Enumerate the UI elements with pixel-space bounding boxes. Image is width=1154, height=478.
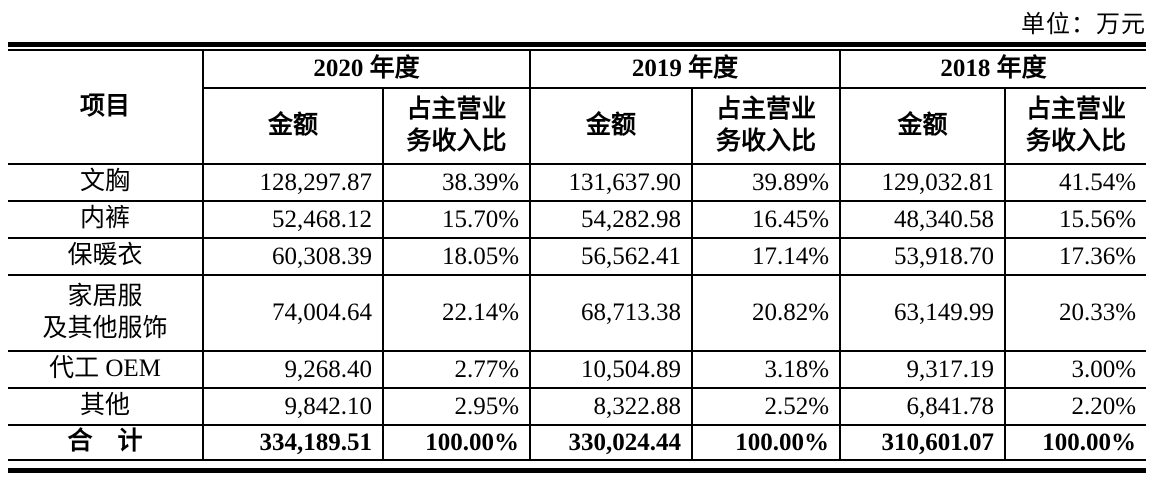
cell-ratio-2018: 17.36% (1004, 237, 1147, 276)
column-header-ratio-2018: 占主营业 务收入比 (1004, 87, 1147, 165)
cell-ratio-2018: 3.00% (1004, 350, 1147, 389)
cell-ratio-2019: 39.89% (691, 163, 842, 202)
column-header-amount-2020: 金额 (203, 87, 384, 165)
column-header-ratio-2020: 占主营业 务收入比 (381, 87, 532, 165)
cell-amount-2019: 54,282.98 (529, 200, 694, 239)
cell-ratio-2018: 20.33% (1004, 274, 1147, 352)
cell-item: 其他 (8, 387, 204, 426)
cell-ratio-2020: 2.77% (381, 350, 532, 389)
cell-amount-2018: 129,032.81 (839, 163, 1007, 202)
table-row-oem: 代工 OEM 9,268.40 2.77% 10,504.89 3.18% 9,… (8, 350, 1147, 389)
cell-amount-2019: 8,322.88 (529, 387, 694, 426)
cell-amount-2018: 48,340.58 (839, 200, 1007, 239)
cell-item: 文胸 (8, 163, 204, 202)
cell-item: 合 计 (8, 424, 204, 461)
cell-ratio-2020: 100.00% (381, 424, 532, 461)
cell-ratio-2019: 17.14% (691, 237, 842, 276)
cell-amount-2019: 131,637.90 (529, 163, 694, 202)
table-top-rule (8, 42, 1146, 47)
table-row-thermal-wear: 保暖衣 60,308.39 18.05% 56,562.41 17.14% 53… (8, 237, 1147, 276)
cell-amount-2018: 53,918.70 (839, 237, 1007, 276)
cell-amount-2020: 9,268.40 (202, 350, 384, 389)
cell-item: 内裤 (8, 200, 204, 239)
cell-amount-2018: 310,601.07 (839, 424, 1007, 461)
column-header-amount-2018: 金额 (839, 87, 1007, 165)
column-header-ratio-2019: 占主营业 务收入比 (691, 87, 842, 165)
column-header-year-2018: 2018 年度 (839, 49, 1147, 89)
table-row-other: 其他 9,842.10 2.95% 8,322.88 2.52% 6,841.7… (8, 387, 1147, 426)
cell-amount-2019: 330,024.44 (529, 424, 694, 461)
cell-amount-2020: 60,308.39 (202, 237, 384, 276)
cell-ratio-2019: 100.00% (691, 424, 842, 461)
cell-ratio-2018: 15.56% (1004, 200, 1147, 239)
cell-ratio-2020: 38.39% (381, 163, 532, 202)
column-header-year-2019: 2019 年度 (529, 49, 842, 89)
cell-ratio-2019: 3.18% (691, 350, 842, 389)
cell-ratio-2018: 100.00% (1004, 424, 1147, 461)
cell-amount-2018: 6,841.78 (839, 387, 1007, 426)
table-row-loungewear-other-apparel: 家居服 及其他服饰 74,004.64 22.14% 68,713.38 20.… (8, 274, 1147, 352)
unit-label: 单位：万元 (1021, 12, 1146, 38)
revenue-breakdown-table: 项目 2020 年度 2019 年度 2018 年度 金额 占主营业 务收入比 … (8, 49, 1147, 461)
column-header-amount-2019: 金额 (529, 87, 694, 165)
table-row-bra: 文胸 128,297.87 38.39% 131,637.90 39.89% 1… (8, 163, 1147, 202)
cell-item: 家居服 及其他服饰 (8, 274, 204, 352)
cell-item: 保暖衣 (8, 237, 204, 276)
header-measure-row: 金额 占主营业 务收入比 金额 占主营业 务收入比 金额 占主营业 务收入比 (8, 87, 1147, 165)
cell-ratio-2020: 15.70% (381, 200, 532, 239)
column-header-year-2020: 2020 年度 (201, 49, 532, 89)
cell-amount-2020: 9,842.10 (202, 387, 384, 426)
cell-amount-2020: 52,468.12 (202, 200, 384, 239)
cell-amount-2019: 56,562.41 (529, 237, 694, 276)
cell-ratio-2019: 20.82% (691, 274, 842, 352)
table-bottom-rule (8, 468, 1146, 473)
cell-item: 代工 OEM (8, 350, 204, 389)
cell-ratio-2020: 18.05% (381, 237, 532, 276)
cell-ratio-2018: 41.54% (1004, 163, 1147, 202)
column-header-item: 项目 (8, 49, 204, 165)
cell-amount-2018: 9,317.19 (839, 350, 1007, 389)
cell-amount-2020: 334,189.51 (202, 424, 384, 461)
cell-ratio-2019: 16.45% (691, 200, 842, 239)
cell-amount-2018: 63,149.99 (839, 274, 1007, 352)
cell-ratio-2020: 2.95% (381, 387, 532, 426)
table-row-briefs: 内裤 52,468.12 15.70% 54,282.98 16.45% 48,… (8, 200, 1147, 239)
cell-amount-2020: 128,297.87 (202, 163, 384, 202)
cell-ratio-2018: 2.20% (1004, 387, 1147, 426)
table-row-total: 合 计 334,189.51 100.00% 330,024.44 100.00… (8, 424, 1147, 461)
cell-amount-2020: 74,004.64 (202, 274, 384, 352)
cell-ratio-2020: 22.14% (381, 274, 532, 352)
cell-amount-2019: 10,504.89 (529, 350, 694, 389)
header-year-row: 项目 2020 年度 2019 年度 2018 年度 (8, 49, 1147, 165)
cell-amount-2019: 68,713.38 (529, 274, 694, 352)
cell-ratio-2019: 2.52% (691, 387, 842, 426)
